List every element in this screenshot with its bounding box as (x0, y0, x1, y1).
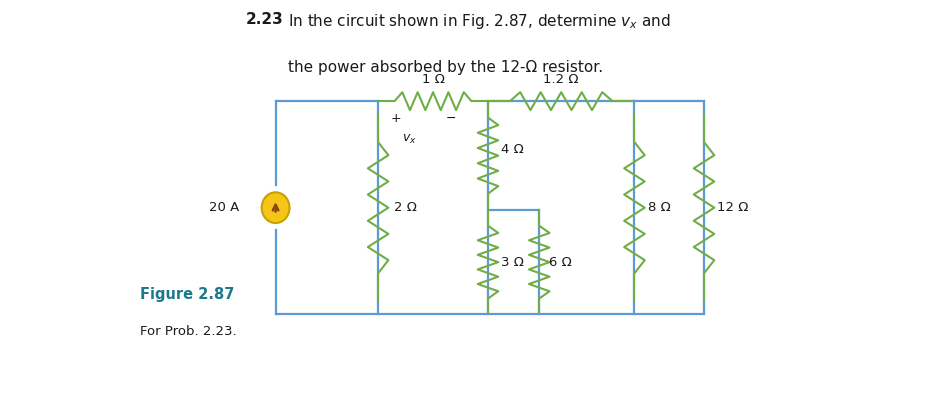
Text: Figure 2.87: Figure 2.87 (140, 287, 234, 302)
Text: In the circuit shown in Fig. 2.87, determine $v_x$ and: In the circuit shown in Fig. 2.87, deter… (288, 12, 670, 32)
Text: For Prob. 2.23.: For Prob. 2.23. (140, 325, 236, 338)
Text: −: − (446, 111, 456, 125)
Text: 2.23: 2.23 (245, 12, 283, 27)
Text: 12 Ω: 12 Ω (716, 201, 748, 214)
Text: 4 Ω: 4 Ω (500, 143, 523, 156)
Text: $v_x$: $v_x$ (402, 133, 416, 146)
Text: the power absorbed by the 12-Ω resistor.: the power absorbed by the 12-Ω resistor. (288, 60, 602, 75)
Text: 6 Ω: 6 Ω (548, 255, 572, 269)
Text: 2 Ω: 2 Ω (394, 201, 416, 214)
Text: 8 Ω: 8 Ω (647, 201, 669, 214)
Text: 3 Ω: 3 Ω (500, 255, 524, 269)
Text: 1.2 Ω: 1.2 Ω (543, 73, 579, 86)
Text: 1 Ω: 1 Ω (421, 73, 444, 86)
Ellipse shape (261, 192, 289, 223)
Text: +: + (391, 111, 401, 125)
Text: 20 A: 20 A (209, 201, 239, 214)
